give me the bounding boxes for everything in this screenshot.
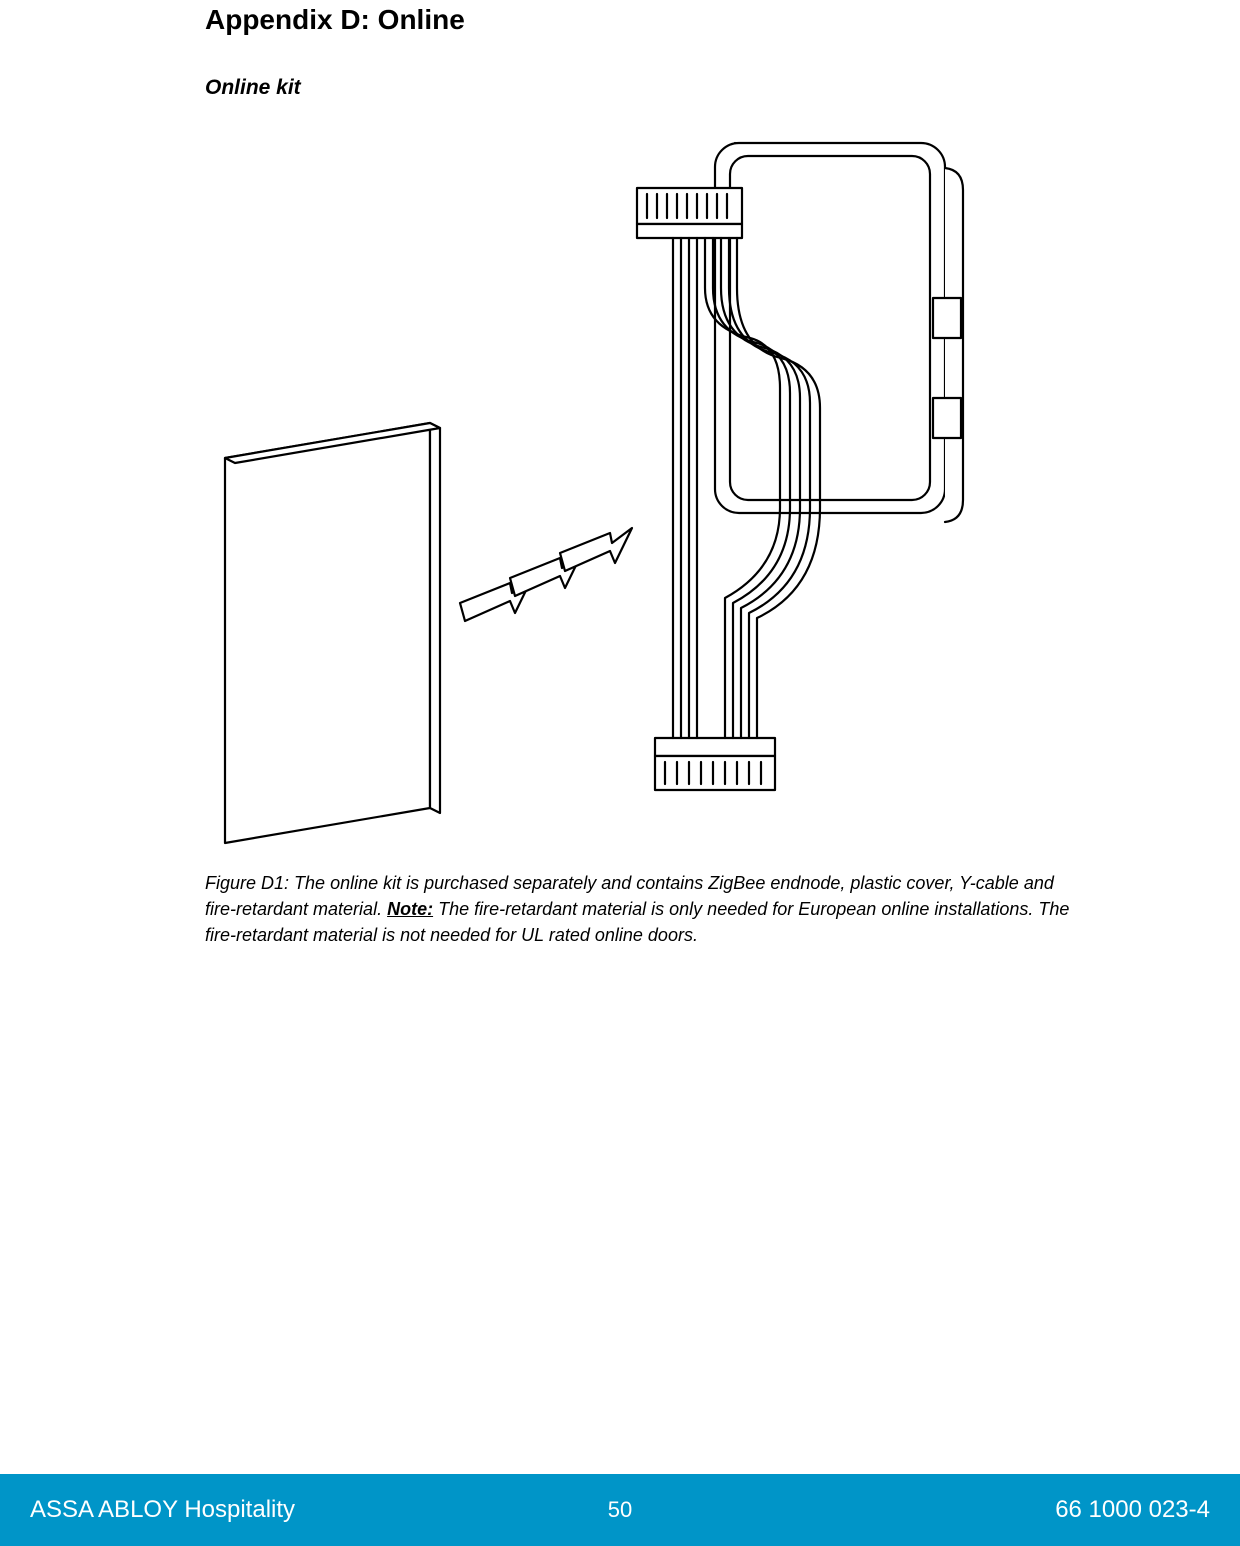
footer-doc-number: 66 1000 023-4 <box>1055 1496 1210 1524</box>
plastic-cover-icon <box>225 423 440 843</box>
top-connector-icon <box>637 188 742 238</box>
content-area: Appendix D: Online Online kit <box>205 0 1075 948</box>
direction-arrows-icon <box>460 528 632 621</box>
figure-caption: Figure D1: The online kit is purchased s… <box>205 870 1085 948</box>
page-footer: ASSA ABLOY Hospitality 50 66 1000 023-4 <box>0 1474 1240 1546</box>
footer-page-number: 50 <box>608 1497 632 1523</box>
online-kit-diagram <box>205 128 975 848</box>
caption-note-label: Note: <box>387 899 433 919</box>
page-title: Appendix D: Online <box>205 4 1075 36</box>
figure-illustration <box>205 128 975 848</box>
zigbee-endnode-icon <box>715 143 963 522</box>
bottom-connector-icon <box>655 738 775 790</box>
caption-prefix: Figure D1: <box>205 873 294 893</box>
document-page: Appendix D: Online Online kit <box>0 0 1240 1546</box>
section-subtitle: Online kit <box>205 76 1075 100</box>
footer-company: ASSA ABLOY Hospitality <box>30 1496 295 1524</box>
